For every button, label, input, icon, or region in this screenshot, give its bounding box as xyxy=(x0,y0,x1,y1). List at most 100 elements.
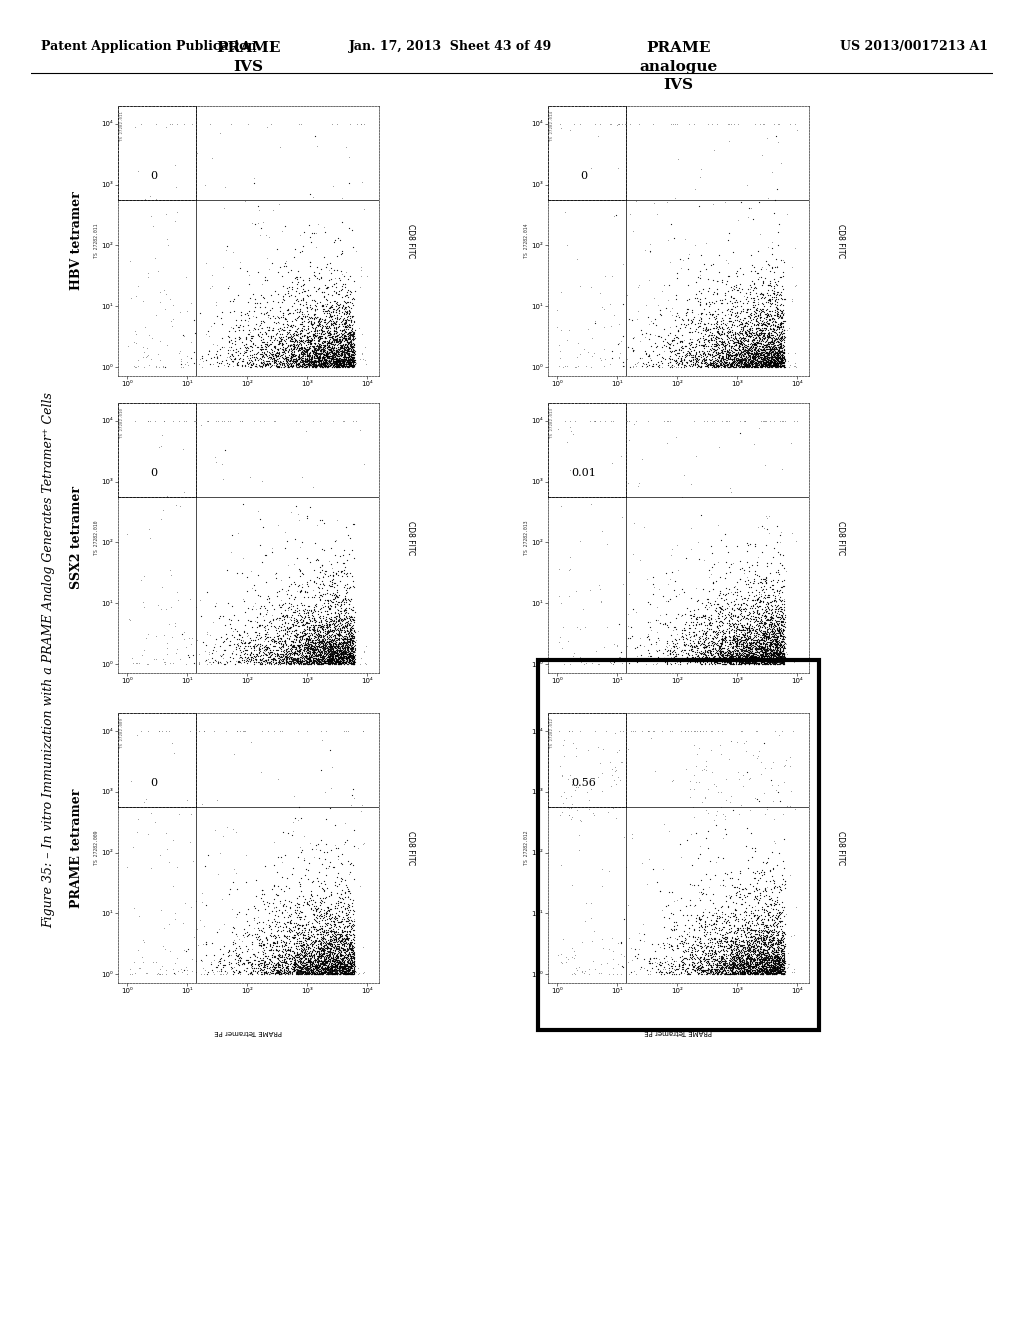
Point xyxy=(334,937,350,958)
Point xyxy=(279,961,295,982)
Point xyxy=(699,355,716,376)
Point xyxy=(693,957,710,978)
Point xyxy=(657,603,674,624)
Point xyxy=(328,649,344,671)
Point xyxy=(342,920,358,941)
Point xyxy=(323,333,339,354)
Point xyxy=(267,345,284,366)
Point xyxy=(291,636,307,657)
Point xyxy=(319,335,336,356)
Point xyxy=(720,636,736,657)
Point xyxy=(324,928,340,949)
Point xyxy=(774,949,791,970)
Point xyxy=(328,330,344,351)
Point xyxy=(738,355,755,376)
Point xyxy=(684,301,700,322)
Point xyxy=(662,348,678,370)
Point xyxy=(767,315,783,337)
Point xyxy=(759,921,775,942)
Point xyxy=(771,960,787,981)
Point xyxy=(766,946,782,968)
Point xyxy=(746,643,763,664)
Point xyxy=(228,309,245,330)
Point xyxy=(773,348,790,370)
Point xyxy=(319,958,336,979)
Point xyxy=(244,953,260,974)
Point xyxy=(299,649,315,671)
Point xyxy=(771,610,787,631)
Point xyxy=(752,644,768,665)
Point xyxy=(337,929,353,950)
Point xyxy=(753,628,769,649)
Point xyxy=(740,329,757,350)
Point xyxy=(769,961,785,982)
Point xyxy=(330,564,346,585)
Point xyxy=(334,961,350,982)
Point xyxy=(773,956,790,977)
Point xyxy=(728,292,744,313)
Point xyxy=(745,645,762,667)
Point xyxy=(317,946,334,968)
Point xyxy=(326,628,342,649)
Point xyxy=(299,953,315,974)
Point xyxy=(766,937,782,958)
Point xyxy=(259,638,275,659)
Point xyxy=(310,945,327,966)
Point xyxy=(308,648,325,669)
Point xyxy=(770,346,786,367)
Point xyxy=(179,939,196,960)
Point xyxy=(258,964,274,985)
Point xyxy=(770,639,786,660)
Point xyxy=(332,956,348,977)
Point xyxy=(721,129,737,150)
Point xyxy=(301,269,317,290)
Point xyxy=(761,639,777,660)
Point xyxy=(314,354,331,375)
Point xyxy=(230,354,247,375)
Point xyxy=(299,305,315,326)
Point xyxy=(331,591,347,612)
Point xyxy=(282,643,298,664)
Point xyxy=(305,343,322,364)
Point xyxy=(739,540,756,561)
Point xyxy=(308,345,325,366)
Point xyxy=(324,644,340,665)
Point xyxy=(741,647,758,668)
Point xyxy=(333,330,349,351)
Point xyxy=(673,950,689,972)
Point xyxy=(308,355,325,376)
Point xyxy=(725,952,741,973)
Point xyxy=(584,931,600,952)
Point xyxy=(265,961,282,982)
Point xyxy=(330,921,346,942)
Point xyxy=(705,942,721,964)
Point xyxy=(317,961,334,982)
Point xyxy=(257,603,273,624)
Point xyxy=(705,269,721,290)
Point xyxy=(728,615,744,636)
Point xyxy=(326,632,342,653)
Point xyxy=(769,921,785,942)
Point xyxy=(728,347,744,368)
Point xyxy=(294,321,310,342)
Point xyxy=(773,614,790,635)
Point xyxy=(317,612,334,634)
Point xyxy=(564,721,581,742)
Point xyxy=(681,333,697,354)
Point xyxy=(748,339,764,360)
Point xyxy=(171,411,187,432)
Point xyxy=(560,797,577,818)
Point xyxy=(326,616,342,638)
Point xyxy=(290,290,306,312)
Point xyxy=(736,939,753,960)
Point xyxy=(339,356,355,378)
Point xyxy=(697,954,714,975)
Point xyxy=(306,925,323,946)
Point xyxy=(333,644,349,665)
Point xyxy=(745,602,762,623)
Point xyxy=(658,950,675,972)
Point xyxy=(740,948,757,969)
Point xyxy=(328,325,344,346)
Point xyxy=(283,952,299,973)
Point xyxy=(746,653,763,675)
